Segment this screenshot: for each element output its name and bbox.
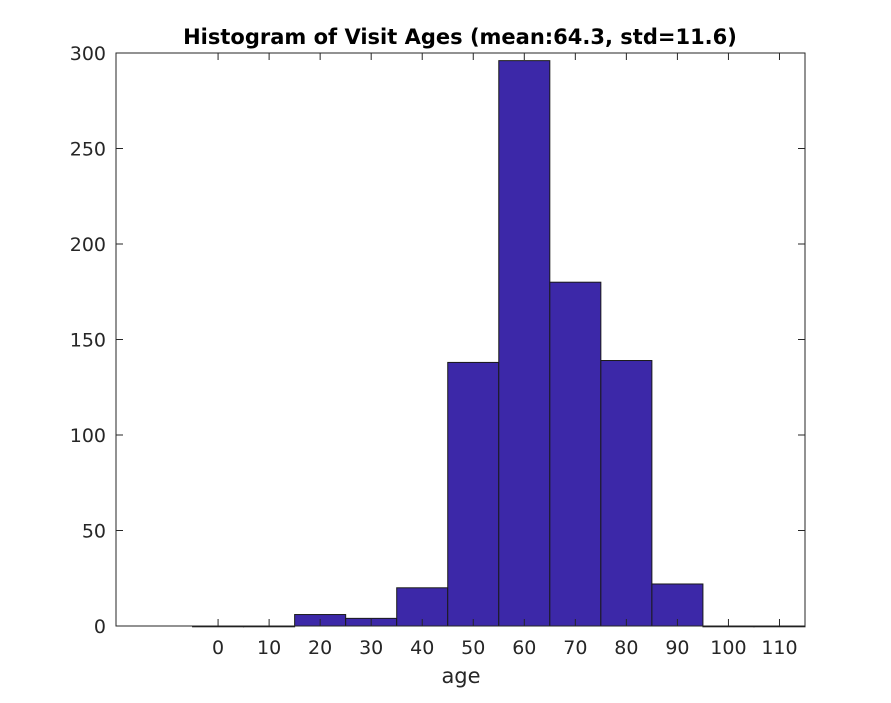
x-tick-label: 50 <box>461 637 485 659</box>
bar-group <box>192 60 806 628</box>
x-tick-label: 100 <box>710 637 746 659</box>
x-tick-label: 80 <box>614 637 638 659</box>
x-axis-label: age <box>441 664 480 688</box>
x-tick-label: 70 <box>563 637 587 659</box>
x-tick-label: 10 <box>257 637 281 659</box>
y-tick-label: 50 <box>82 521 106 543</box>
y-tick-label: 250 <box>70 139 106 161</box>
x-tick-label: 20 <box>308 637 332 659</box>
x-tick-label: 110 <box>761 637 797 659</box>
y-tick-label: 100 <box>70 425 106 447</box>
x-tick-label: 60 <box>512 637 536 659</box>
y-tick-label: 300 <box>70 43 106 65</box>
histogram-bar <box>651 583 704 627</box>
x-tick-label: 40 <box>410 637 434 659</box>
histogram-bar <box>600 360 653 627</box>
x-tick-label: 30 <box>359 637 383 659</box>
histogram-bar <box>549 281 602 627</box>
x-tick-label: 0 <box>212 637 224 659</box>
histogram-bar <box>447 361 500 627</box>
chart-title: Histogram of Visit Ages (mean:64.3, std=… <box>183 25 737 49</box>
y-tick-label: 0 <box>94 616 106 638</box>
histogram-bar <box>498 60 551 627</box>
y-axis: 0 50 100 150 200 250 300 <box>70 43 805 638</box>
x-axis: 0 10 20 30 40 50 60 70 80 90 100 110 <box>212 53 798 659</box>
x-tick-label: 90 <box>665 637 689 659</box>
y-tick-label: 150 <box>70 330 106 352</box>
y-tick-label: 200 <box>70 234 106 256</box>
